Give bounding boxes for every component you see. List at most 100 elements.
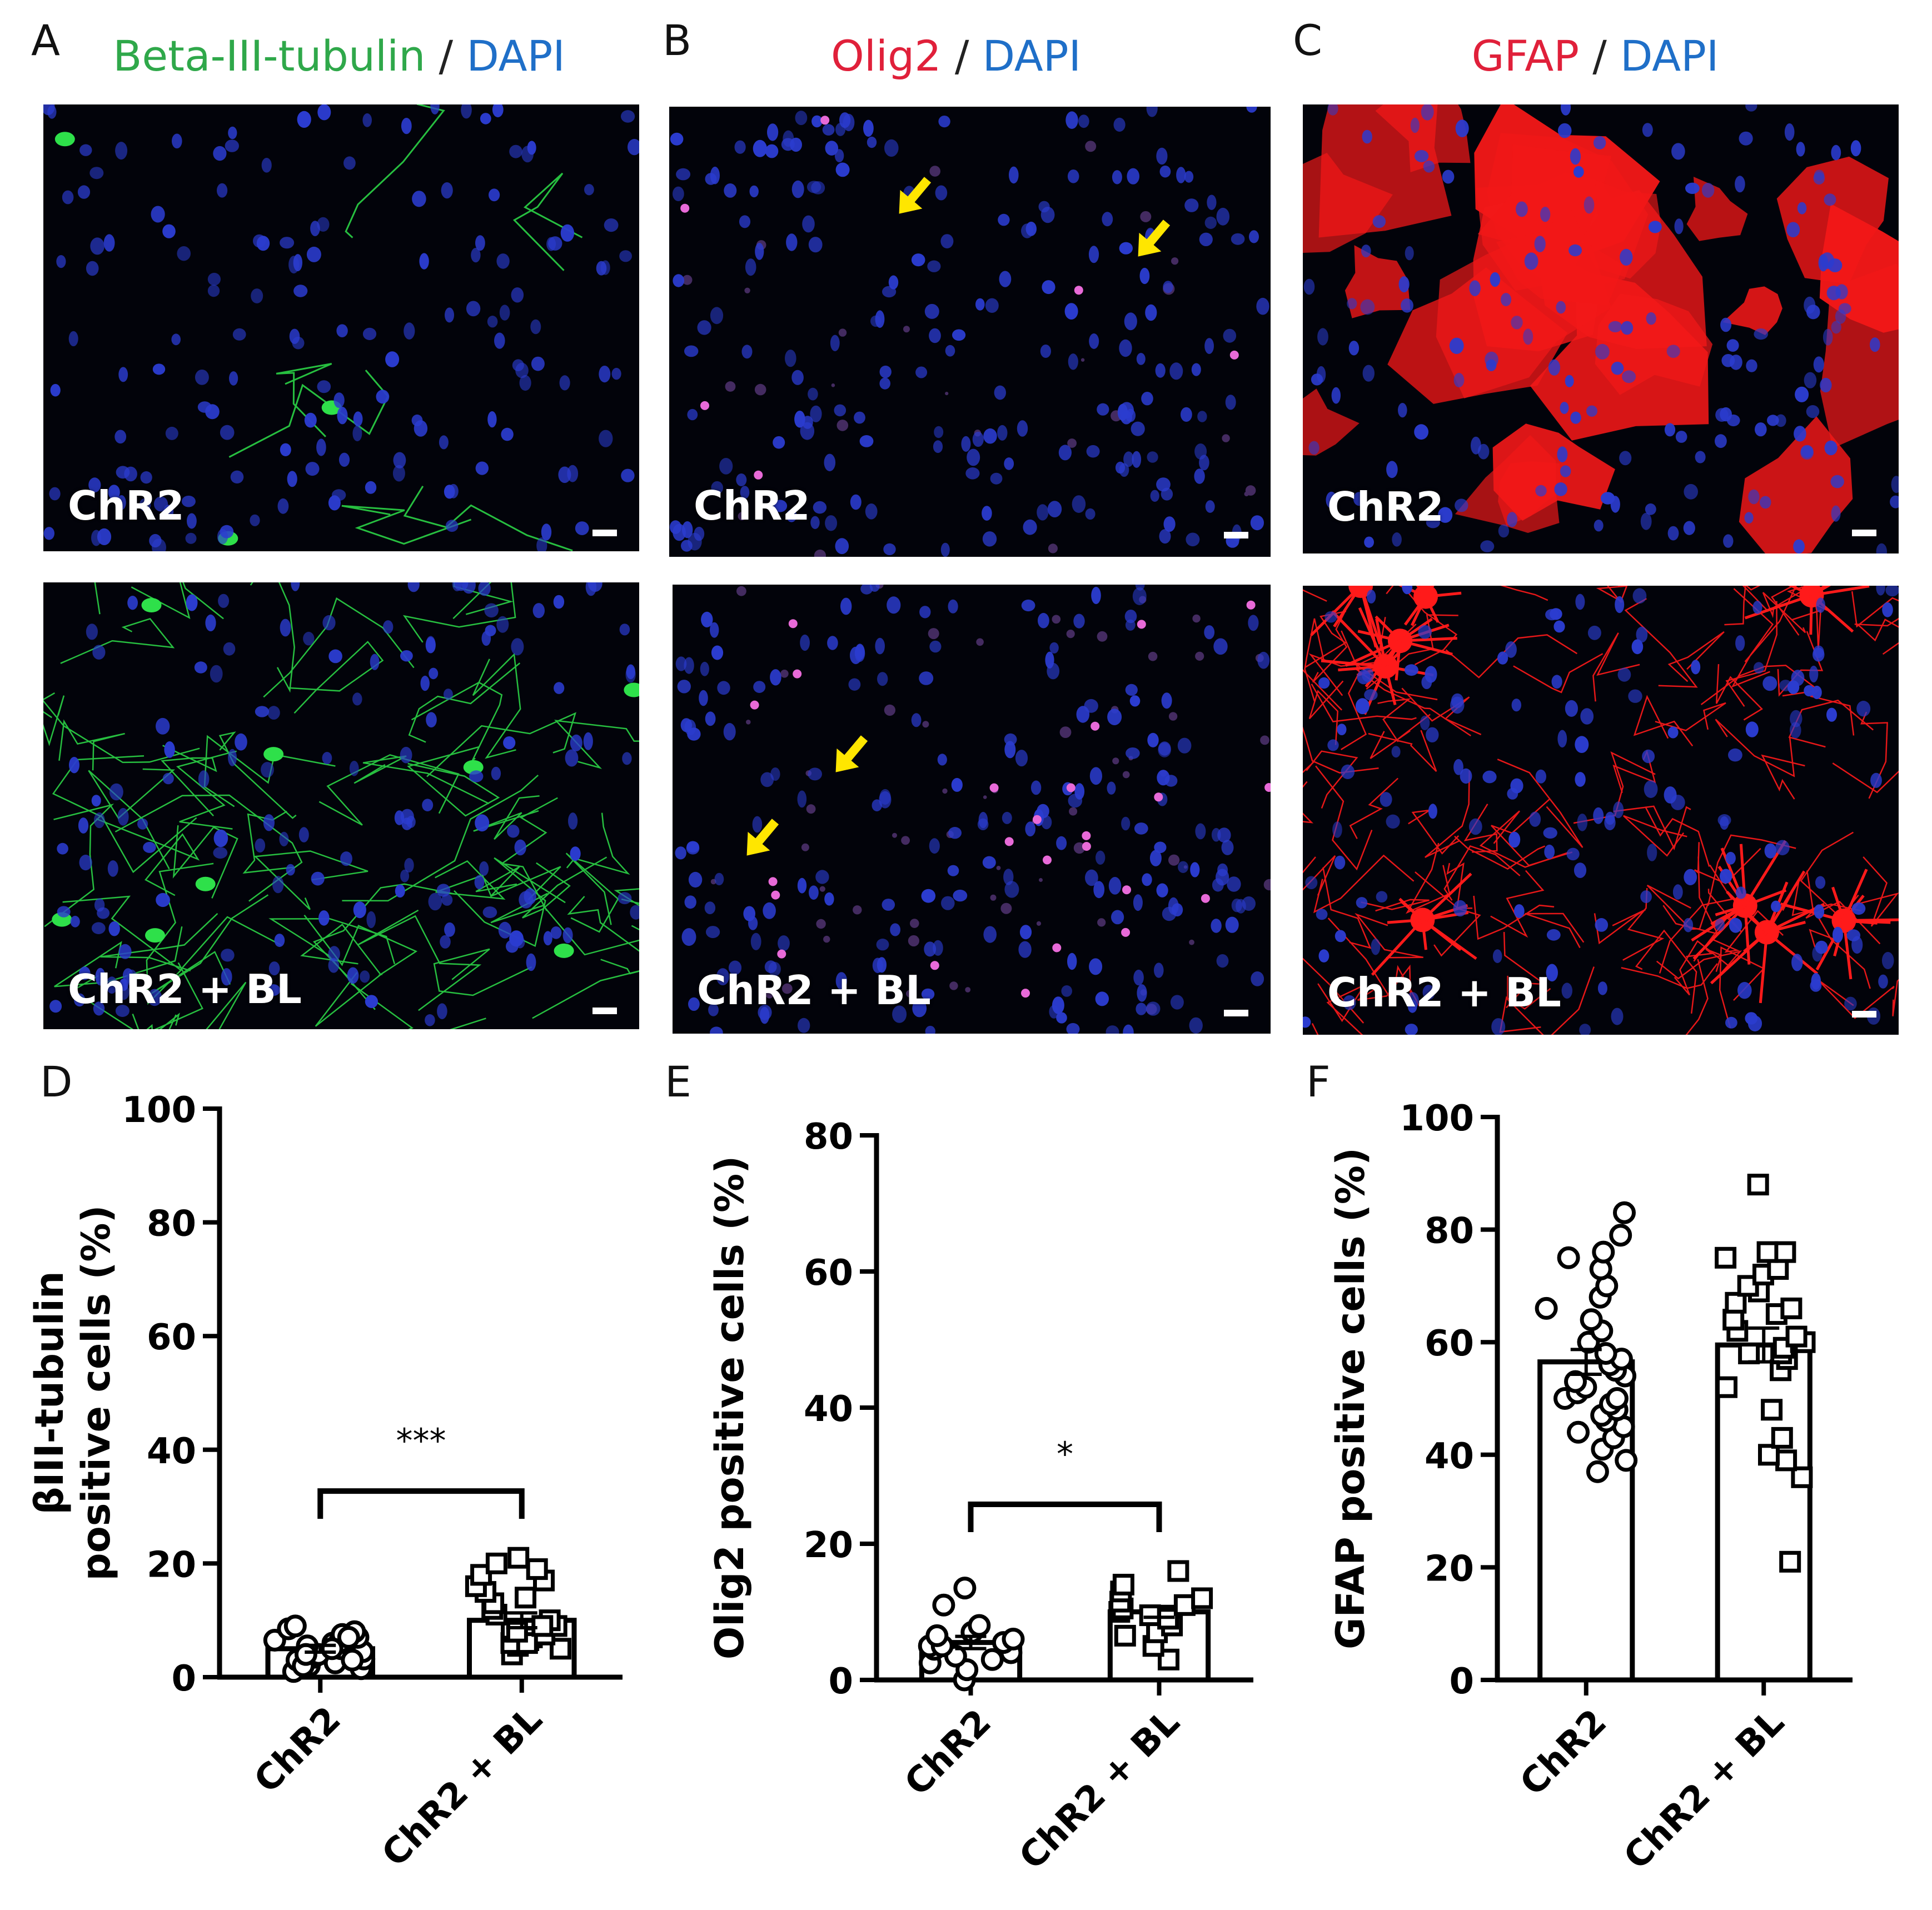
data-point — [1756, 1241, 1779, 1263]
micrograph-b-top-art — [669, 107, 1269, 557]
y-tick-label: 0 — [828, 1661, 853, 1702]
y-axis-label: GFAP positive cells (%) — [1328, 1148, 1373, 1649]
micrograph-art — [1303, 104, 1899, 553]
micrograph-a-bottom: ChR2 + BL — [43, 582, 639, 1029]
data-point — [1771, 1427, 1793, 1449]
panel-letter-f: F — [1306, 1057, 1331, 1106]
data-point — [507, 1547, 530, 1569]
data-point — [1586, 1460, 1609, 1483]
arrow-icons — [746, 735, 868, 856]
data-point — [1716, 1376, 1737, 1398]
data-point — [550, 1638, 571, 1660]
data-point — [1791, 1466, 1813, 1488]
micrograph-c-bottom: ChR2 + BL — [1303, 586, 1899, 1035]
micrograph-c-top-art — [1303, 104, 1899, 553]
y-axis-label: βIII-tubulin — [27, 1271, 72, 1514]
title-b-dapi: DAPI — [982, 31, 1081, 81]
micrograph-art — [43, 582, 639, 1029]
data-point — [1780, 1297, 1802, 1319]
data-point — [1002, 1628, 1025, 1650]
data-point — [1738, 1343, 1760, 1364]
title-b-sep: / — [941, 31, 983, 81]
data-point — [485, 1552, 507, 1574]
data-point — [526, 1558, 548, 1580]
data-point — [1774, 1241, 1796, 1263]
scale-bar — [1224, 532, 1248, 538]
data-point — [1605, 1387, 1629, 1410]
data-point — [1615, 1449, 1638, 1472]
data-point — [1779, 1550, 1801, 1573]
title-b-marker: Olig2 — [831, 31, 942, 81]
micrograph-b-top: ChR2 — [669, 107, 1271, 557]
panel-title-b: Olig2 / DAPI — [817, 31, 1095, 81]
data-point — [515, 1587, 536, 1609]
data-point — [1580, 1308, 1603, 1331]
micrograph-a-top: ChR2 — [43, 104, 639, 551]
arrow-icon — [746, 819, 779, 856]
data-point — [283, 1614, 307, 1638]
arrow-icons — [899, 177, 1171, 257]
data-point — [1167, 1560, 1189, 1582]
data-point — [1785, 1325, 1807, 1348]
y-tick-label: 40 — [1425, 1436, 1474, 1477]
data-point — [1767, 1258, 1789, 1280]
panel-letter-c: C — [1293, 16, 1323, 65]
arrow-icon — [1138, 220, 1171, 257]
image-label: ChR2 + BL — [1327, 969, 1561, 1016]
y-tick-label: 60 — [147, 1317, 196, 1358]
olig2-nuclei — [750, 600, 1271, 998]
title-a-marker: Beta-III-tubulin — [113, 31, 426, 81]
data-point — [1564, 1370, 1587, 1393]
dapi-nuclei — [49, 582, 639, 1026]
y-tick-label: 40 — [804, 1389, 853, 1430]
olig2-nuclei — [680, 116, 1239, 480]
x-tick-label: ChR2 — [1512, 1702, 1615, 1804]
title-c-marker: GFAP — [1471, 31, 1580, 81]
arrow-icon — [899, 177, 932, 214]
gfap-cells — [1303, 104, 1899, 553]
y-tick-label: 0 — [1449, 1661, 1474, 1702]
data-point — [1613, 1201, 1636, 1224]
image-label: ChR2 — [1327, 483, 1444, 530]
y-tick-label: 80 — [1425, 1211, 1474, 1252]
data-point — [1715, 1246, 1737, 1269]
panel-letter-e: E — [665, 1057, 692, 1106]
y-tick-label: 60 — [804, 1253, 853, 1294]
dapi-nuclei — [1303, 586, 1899, 1035]
micrograph-b-bottom: ChR2 + BL — [673, 585, 1271, 1034]
data-point — [953, 1577, 977, 1600]
micrograph-b-bottom-art — [675, 585, 1271, 1034]
data-point — [1747, 1174, 1769, 1196]
data-point — [1112, 1574, 1134, 1595]
panel-title-a: Beta-III-tubulin / DAPI — [111, 31, 567, 81]
data-point — [341, 1648, 364, 1672]
y-tick-label: 20 — [1425, 1548, 1474, 1589]
y-axis-label: Olig2 positive cells (%) — [707, 1156, 753, 1660]
data-point — [1557, 1246, 1580, 1269]
image-label: ChR2 — [694, 482, 810, 529]
title-a-dapi: DAPI — [466, 31, 565, 81]
scale-bar — [1224, 1010, 1248, 1016]
data-point — [1761, 1399, 1783, 1421]
data-point — [1535, 1296, 1558, 1320]
data-point — [1775, 1449, 1797, 1472]
title-c-dapi: DAPI — [1620, 31, 1719, 81]
dapi-nuclei — [669, 107, 1269, 557]
significance-bracket — [317, 1488, 525, 1519]
y-tick-label: 100 — [122, 1090, 196, 1131]
panel-letter-b: B — [663, 16, 692, 65]
data-point — [1191, 1587, 1213, 1609]
data-point — [1114, 1624, 1136, 1647]
y-tick-label: 60 — [1425, 1323, 1474, 1364]
debris — [682, 141, 1256, 557]
micrograph-a-top-art — [43, 104, 639, 551]
data-point — [337, 1625, 360, 1649]
scale-bar — [592, 530, 617, 536]
micrograph-c-bottom-art — [1303, 586, 1899, 1035]
data-point — [1737, 1275, 1759, 1297]
micrograph-art — [43, 104, 639, 551]
y-tick-label: 80 — [804, 1116, 853, 1158]
dapi-nuclei — [675, 585, 1270, 1034]
micrograph-c-top: ChR2 — [1303, 104, 1899, 553]
